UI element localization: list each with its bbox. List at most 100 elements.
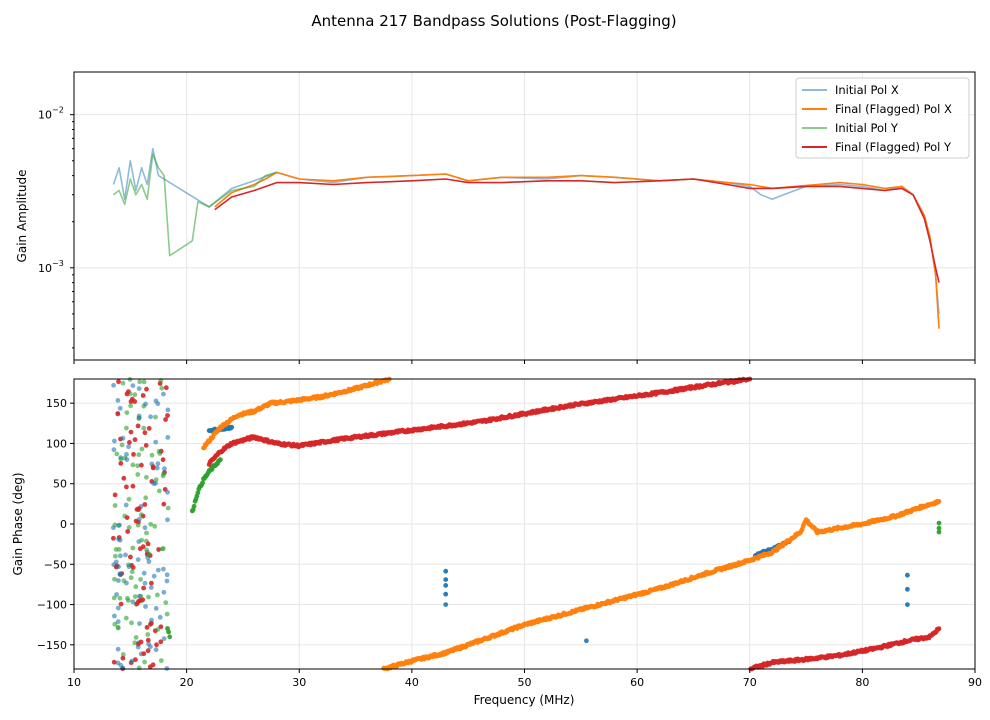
figure-title: Antenna 217 Bandpass Solutions (Post-Fla… <box>311 12 676 30</box>
phase-xtick-label: 10 <box>67 676 81 689</box>
phase-point-initial_x <box>161 566 166 572</box>
phase-point-final_y <box>133 657 138 663</box>
phase-point-initial_x <box>905 602 910 607</box>
phase-point-initial_y <box>132 640 138 646</box>
phase-point-final_y <box>149 580 154 586</box>
phase-point-initial_x <box>141 570 147 576</box>
phase-point-initial_y <box>133 584 139 590</box>
phase-point-initial_x <box>118 662 124 668</box>
phase-point-initial_y <box>139 537 145 543</box>
phase-point-initial_y <box>143 495 149 501</box>
phase-point-initial_y <box>153 414 158 420</box>
amp-series-final_y <box>214 178 940 283</box>
phase-point-initial_x <box>153 606 159 611</box>
phase-point-initial_x <box>143 604 148 609</box>
phase-point-initial_x <box>443 591 449 597</box>
phase-point-initial_y <box>111 595 117 601</box>
phase-point-initial_y <box>156 488 162 494</box>
phase-point-final_y <box>165 413 170 418</box>
phase-point-initial_x <box>117 405 123 411</box>
phase-point-initial_x <box>148 585 154 590</box>
phase-point-initial_y <box>139 512 144 517</box>
phase-point-initial_y <box>136 452 142 458</box>
phase-point-initial_x <box>153 398 159 404</box>
phase-point-final_y <box>154 642 159 648</box>
phase-point-initial_x <box>136 415 142 421</box>
phase-point-final_y <box>161 501 167 507</box>
phase-point-final_y <box>115 411 121 416</box>
phase-point-initial_x <box>123 552 128 558</box>
phase-point-initial_y <box>145 632 151 637</box>
legend-label: Initial Pol X <box>835 83 899 97</box>
phase-point-initial_y <box>128 575 134 581</box>
phase-point-initial_y <box>124 425 129 431</box>
phase-point-initial_x <box>118 553 123 559</box>
phase-point-initial_y <box>936 529 942 535</box>
legend-label: Final (Flagged) Pol Y <box>835 140 952 154</box>
phase-point-initial_y <box>113 553 118 559</box>
phase-ytick-label: −100 <box>37 599 67 612</box>
phase-xtick-label: 90 <box>968 676 982 689</box>
phase-point-initial_y <box>112 621 118 627</box>
phase-point-initial_x <box>130 599 136 605</box>
phase-ytick-label: 0 <box>60 518 67 531</box>
phase-point-initial_y <box>125 595 130 601</box>
amp-ytick-label: 10 <box>38 109 52 122</box>
phase-point-initial_x <box>130 383 136 388</box>
phase-ytick-label: 150 <box>46 397 67 410</box>
phase-point-initial_x <box>153 439 159 445</box>
phase-point-initial_x <box>120 435 126 441</box>
phase-point-final_y <box>131 452 136 457</box>
phase-xtick-label: 80 <box>855 676 869 689</box>
phase-point-final_y <box>126 440 132 445</box>
phase-point-initial_y <box>126 496 132 502</box>
phase-point-final_y <box>124 515 130 520</box>
phase-point-initial_y <box>200 480 206 486</box>
phase-point-initial_y <box>141 425 147 431</box>
phase-point-initial_x <box>443 583 449 588</box>
phase-point-final_y <box>141 585 147 591</box>
phase-point-initial_x <box>149 461 155 467</box>
phase-point-initial_y <box>158 658 164 663</box>
phase-point-initial_x <box>584 638 589 644</box>
phase-point-initial_y <box>112 576 117 582</box>
phase-point-final_y <box>143 443 149 448</box>
phase-point-final_y <box>111 535 116 541</box>
phase-point-initial_y <box>112 503 118 508</box>
phase-point-initial_y <box>160 473 166 479</box>
phase-point-initial_x <box>149 617 154 623</box>
phase-point-initial_x <box>111 447 117 453</box>
phase-point-initial_y <box>124 410 130 415</box>
phase-point-initial_x <box>905 572 910 578</box>
phase-point-final_y <box>150 465 156 471</box>
phase-point-initial_y <box>191 503 197 509</box>
phase-point-initial_y <box>136 665 142 671</box>
phase-point-initial_y <box>130 462 136 468</box>
phase-point-initial_y <box>133 635 139 640</box>
phase-point-initial_x <box>126 444 131 450</box>
phase-point-initial_y <box>135 472 141 477</box>
amplitude-panel: 10−310−2 Gain Amplitude Initial Pol XFin… <box>15 71 976 364</box>
phase-point-final_y <box>140 544 146 550</box>
phase-point-initial_y <box>159 385 165 391</box>
phase-xtick-label: 20 <box>180 676 194 689</box>
phase-point-initial_x <box>111 382 116 388</box>
phase-point-initial_x <box>164 578 170 584</box>
phase-point-final_y <box>145 648 151 654</box>
phase-point-initial_x <box>161 636 167 641</box>
phase-ytick-label: −150 <box>37 639 67 652</box>
phase-axes: 10 20 30 40 50 60 70 80 90 −150 −100 −50 0 50 100 150 <box>37 397 982 689</box>
phase-point-initial_y <box>159 546 165 552</box>
amplitude-ylabel: Gain Amplitude <box>15 170 29 263</box>
legend: Initial Pol X Final (Flagged) Pol X Initia… <box>795 77 970 159</box>
phase-point-initial_x <box>165 407 171 413</box>
phase-point-initial_x <box>112 438 117 444</box>
phase-point-initial_y <box>164 611 170 617</box>
phase-point-initial_y <box>166 629 172 635</box>
amp-ytick-label: 10 <box>38 262 52 275</box>
phase-point-final_y <box>132 437 138 443</box>
phase-point-initial_x <box>114 592 119 597</box>
phase-point-initial_y <box>155 592 160 598</box>
phase-point-initial_x <box>161 391 166 397</box>
